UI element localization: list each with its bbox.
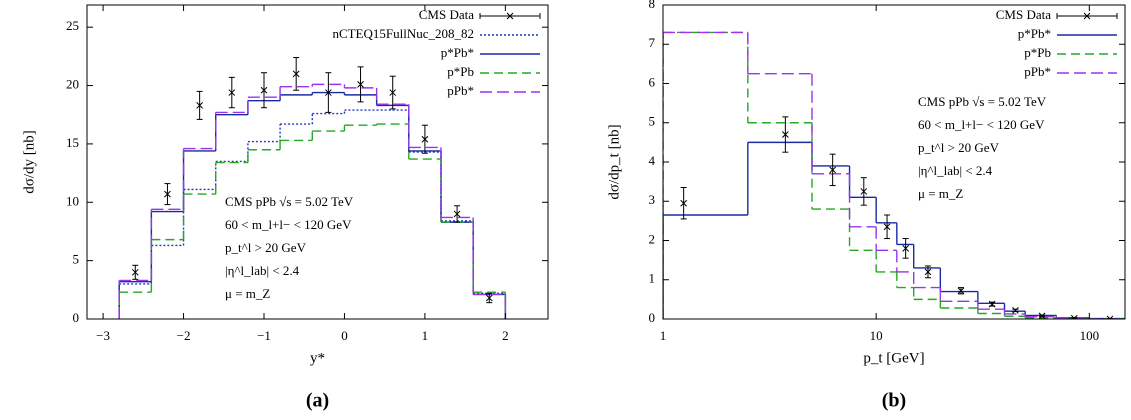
y-tick-label: 6 [649, 74, 656, 89]
x-tick-label: −2 [177, 328, 191, 343]
legend-label: p*Pb* [441, 45, 474, 60]
x-axis-label: p_t [GeV] [863, 350, 924, 366]
y-tick-label: 15 [66, 135, 79, 150]
legend-swatch [506, 12, 514, 20]
x-tick-label: −3 [96, 328, 110, 343]
annotation: μ = m_Z [918, 186, 963, 201]
y-tick-label: 25 [66, 18, 79, 33]
annotation: μ = m_Z [225, 286, 270, 301]
annotation: p_t^l > 20 GeV [918, 140, 1000, 155]
data-point [485, 294, 493, 302]
legend-label: CMS Data [996, 7, 1051, 22]
plot-area [118, 57, 507, 319]
y-tick-label: 3 [649, 192, 656, 207]
annotation: CMS pPb √s = 5.02 TeV [225, 194, 354, 209]
annotation: CMS pPb √s = 5.02 TeV [918, 94, 1047, 109]
data-point [860, 188, 868, 195]
data-point [1070, 314, 1078, 319]
panel-caption: (b) [882, 390, 906, 412]
data-point [829, 166, 837, 174]
y-tick-label: 8 [649, 0, 656, 11]
annotation: |η^l_lab| < 2.4 [918, 163, 993, 178]
data-point [196, 102, 203, 109]
data-point [782, 131, 789, 138]
legend-label: CMS Data [419, 7, 474, 22]
y-axis-label: dσ/dp_t [nb] [606, 124, 622, 199]
data-point [325, 89, 332, 96]
y-tick-label: 20 [66, 77, 79, 92]
x-tick-label: 10 [870, 328, 883, 343]
x-tick-label: −1 [257, 328, 271, 343]
plot-frame [662, 4, 1126, 320]
legend-label: pPb* [447, 83, 474, 98]
legend-label: p*Pb [447, 64, 474, 79]
annotation: p_t^l > 20 GeV [225, 240, 307, 255]
data-point [883, 223, 891, 231]
data-point [1012, 307, 1019, 314]
legend-label: p*Pb* [1018, 26, 1051, 41]
data-point [957, 287, 965, 295]
y-tick-label: 0 [649, 310, 656, 325]
x-tick-label: 100 [1080, 328, 1100, 343]
data-point [228, 89, 236, 96]
y-tick-label: 2 [649, 231, 656, 246]
y-tick-label: 4 [649, 153, 656, 168]
data-point [389, 89, 397, 96]
annotation: |η^l_lab| < 2.4 [225, 263, 300, 278]
y-axis-label: dσ/dy [nb] [21, 130, 37, 194]
y-tick-label: 10 [66, 193, 79, 208]
x-tick-label: 2 [502, 328, 509, 343]
legend-label: pPb* [1024, 64, 1051, 79]
annotation: 60 < m_l+l− < 120 GeV [918, 117, 1045, 132]
y-tick-label: 5 [73, 252, 80, 267]
annotation: 60 < m_l+l− < 120 GeV [225, 217, 352, 232]
data-point [988, 300, 996, 308]
data-point [680, 199, 688, 207]
data-point [260, 86, 268, 94]
y-tick-label: 0 [73, 310, 80, 325]
data-point [421, 135, 429, 143]
data-point [131, 268, 139, 276]
x-axis-label: y* [310, 350, 325, 366]
legend-swatch [1083, 12, 1091, 20]
data-point [1038, 312, 1046, 319]
legend-label: nCTEQ15FullNuc_208_82 [332, 26, 474, 41]
y-tick-label: 5 [649, 114, 656, 129]
y-tick-label: 7 [649, 35, 656, 50]
data-point [357, 81, 364, 88]
plot-frame [86, 4, 549, 320]
data-point [924, 268, 932, 276]
panel-caption: (a) [306, 390, 329, 412]
data-point [902, 244, 910, 252]
data-point [292, 70, 300, 78]
data-point [453, 210, 461, 218]
x-tick-label: 0 [341, 328, 348, 343]
x-tick-label: 1 [422, 328, 429, 343]
plot-area [663, 31, 1125, 319]
data-point [164, 190, 171, 198]
y-tick-label: 1 [649, 271, 656, 286]
x-tick-label: 1 [660, 328, 667, 343]
legend-label: p*Pb [1024, 45, 1051, 60]
